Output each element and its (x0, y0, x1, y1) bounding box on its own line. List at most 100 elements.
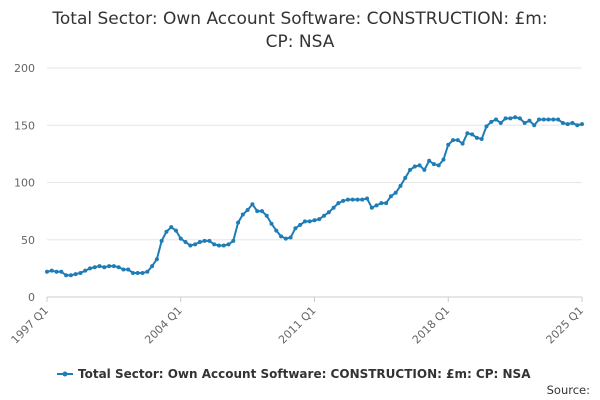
data-point[interactable] (436, 163, 441, 168)
data-point[interactable] (250, 202, 255, 207)
data-point[interactable] (64, 273, 69, 278)
data-point[interactable] (293, 226, 298, 231)
data-point[interactable] (508, 116, 513, 121)
data-point[interactable] (126, 267, 131, 272)
data-point[interactable] (312, 218, 317, 223)
data-point[interactable] (288, 235, 293, 240)
data-point[interactable] (489, 119, 494, 124)
data-point[interactable] (580, 122, 584, 127)
data-point[interactable] (135, 270, 140, 275)
data-point[interactable] (83, 268, 88, 273)
data-point[interactable] (431, 162, 436, 167)
data-point[interactable] (302, 219, 307, 224)
data-point[interactable] (255, 209, 260, 214)
data-point[interactable] (446, 142, 451, 147)
data-point[interactable] (570, 120, 575, 125)
data-point[interactable] (173, 228, 178, 233)
data-point[interactable] (279, 234, 284, 239)
data-point[interactable] (326, 210, 331, 215)
data-point[interactable] (345, 197, 350, 202)
data-point[interactable] (494, 117, 499, 122)
data-point[interactable] (465, 131, 470, 136)
data-point[interactable] (551, 117, 556, 122)
data-point[interactable] (556, 117, 561, 122)
data-point[interactable] (379, 201, 384, 206)
data-point[interactable] (317, 217, 322, 222)
data-point[interactable] (513, 115, 518, 120)
data-point[interactable] (398, 183, 403, 188)
data-point[interactable] (102, 265, 107, 270)
data-point[interactable] (159, 238, 164, 243)
data-point[interactable] (221, 243, 226, 248)
data-point[interactable] (369, 205, 374, 210)
data-point[interactable] (73, 272, 78, 277)
data-point[interactable] (140, 270, 145, 275)
data-point[interactable] (240, 212, 245, 217)
data-point[interactable] (169, 225, 174, 230)
data-point[interactable] (236, 220, 241, 225)
data-point[interactable] (537, 117, 542, 122)
data-point[interactable] (532, 123, 537, 128)
data-point[interactable] (374, 203, 379, 208)
data-point[interactable] (403, 175, 408, 180)
data-point[interactable] (498, 120, 503, 125)
data-point[interactable] (336, 201, 341, 206)
data-point[interactable] (212, 242, 217, 247)
data-point[interactable] (150, 264, 155, 269)
data-point[interactable] (121, 267, 126, 272)
data-point[interactable] (331, 205, 336, 210)
data-point[interactable] (388, 194, 393, 199)
data-point[interactable] (412, 164, 417, 169)
data-point[interactable] (355, 197, 360, 202)
data-point[interactable] (341, 198, 346, 203)
data-point[interactable] (283, 236, 288, 241)
data-point[interactable] (560, 120, 565, 125)
data-point[interactable] (546, 117, 551, 122)
data-point[interactable] (97, 264, 102, 269)
data-point[interactable] (269, 221, 274, 226)
data-point[interactable] (298, 222, 303, 227)
legend-item-label[interactable]: Total Sector: Own Account Software: CONS… (78, 367, 531, 381)
data-point[interactable] (422, 167, 427, 172)
data-point[interactable] (45, 269, 49, 274)
data-point[interactable] (427, 158, 432, 163)
data-point[interactable] (130, 270, 135, 275)
data-point[interactable] (417, 163, 422, 168)
data-point[interactable] (193, 242, 198, 247)
data-point[interactable] (451, 138, 456, 143)
data-point[interactable] (145, 269, 150, 274)
data-point[interactable] (517, 116, 522, 121)
data-point[interactable] (470, 132, 475, 137)
data-point[interactable] (360, 197, 365, 202)
data-point[interactable] (116, 265, 121, 270)
data-point[interactable] (226, 242, 231, 247)
data-point[interactable] (78, 270, 83, 275)
data-point[interactable] (264, 213, 269, 218)
data-point[interactable] (87, 266, 92, 271)
data-point[interactable] (216, 243, 221, 248)
data-point[interactable] (479, 136, 484, 141)
data-point[interactable] (59, 269, 64, 274)
legend[interactable]: Total Sector: Own Account Software: CONS… (57, 367, 531, 381)
data-point[interactable] (307, 219, 312, 224)
data-point[interactable] (350, 197, 355, 202)
data-point[interactable] (503, 116, 508, 121)
data-point[interactable] (197, 240, 202, 245)
data-point[interactable] (441, 157, 446, 162)
data-point[interactable] (474, 135, 479, 140)
data-point[interactable] (575, 123, 580, 128)
data-point[interactable] (274, 228, 279, 233)
data-point[interactable] (460, 141, 465, 146)
data-point[interactable] (455, 138, 460, 143)
data-point[interactable] (527, 118, 532, 123)
data-point[interactable] (107, 264, 112, 269)
data-point[interactable] (92, 265, 97, 270)
data-point[interactable] (68, 273, 73, 278)
data-point[interactable] (164, 229, 169, 234)
data-point[interactable] (202, 238, 207, 243)
data-point[interactable] (393, 190, 398, 195)
data-point[interactable] (565, 122, 570, 127)
data-point[interactable] (188, 243, 193, 248)
data-point[interactable] (231, 238, 236, 243)
data-point[interactable] (484, 124, 489, 129)
